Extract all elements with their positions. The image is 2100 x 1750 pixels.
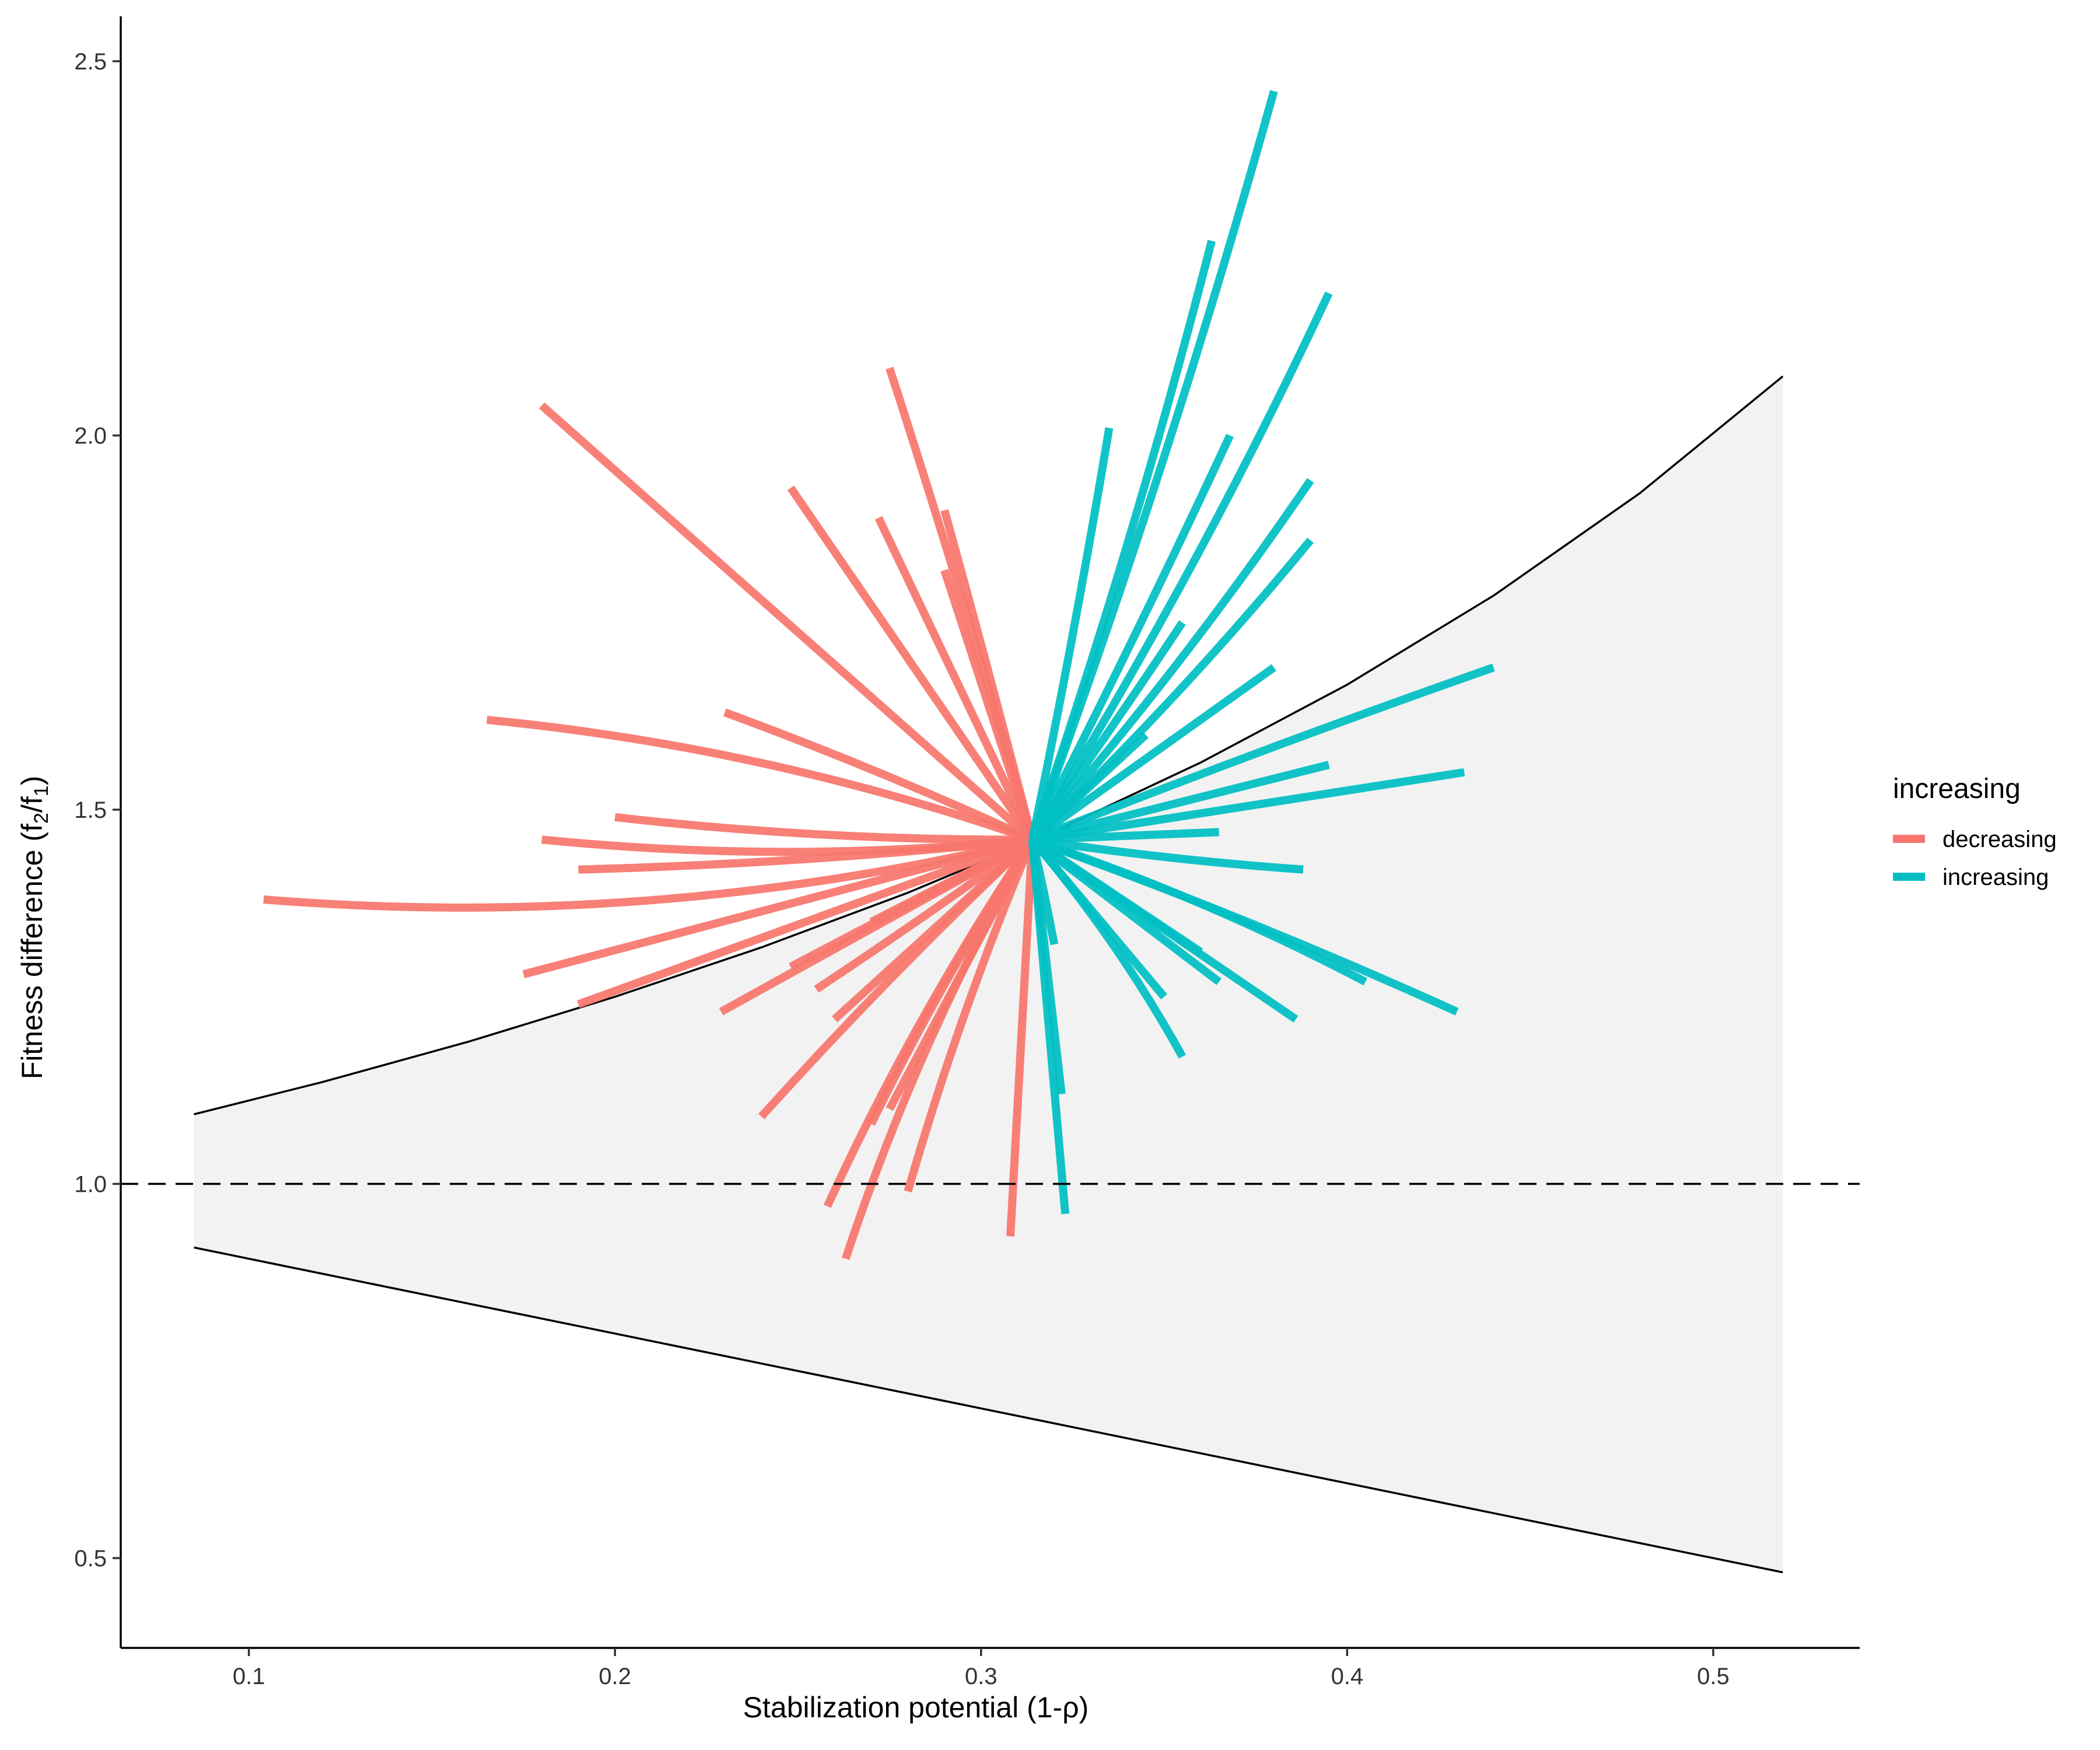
- increasing-trajectory-line: [1029, 836, 1167, 1000]
- increasing-trajectory-line: [1028, 838, 1059, 946]
- coexistence-fill: [194, 376, 1783, 1573]
- increasing-trajectory-line: [1028, 240, 1216, 841]
- decreasing-trajectory-line: [787, 485, 1036, 842]
- x-tick-label: 0.1: [233, 1664, 265, 1689]
- decreasing-trajectory-line: [874, 516, 1036, 842]
- decreasing-trajectory-line: [577, 835, 1034, 1009]
- x-tick-label: 0.2: [598, 1664, 631, 1689]
- legend: increasing decreasing increasing: [1893, 774, 2057, 890]
- decreasing-trajectory-line: [869, 836, 1034, 926]
- increasing-trajectory-line: [1028, 839, 1070, 1214]
- y-tick-label: 1.5: [74, 797, 107, 823]
- increasing-trajectory-line: [1032, 828, 1220, 844]
- increasing-trajectory-line: [1028, 427, 1114, 841]
- coexistence-region: [194, 375, 1784, 1574]
- increasing-trajectory-line: [1030, 664, 1276, 844]
- y-axis-title: Fitness difference (f2/f1): [16, 776, 52, 1079]
- increasing-trajectory-line: [1029, 478, 1314, 842]
- decreasing-trajectory-line: [723, 708, 1034, 844]
- y-axis-title-part: ): [16, 776, 48, 786]
- decreasing-trajectory-line: [263, 835, 1034, 912]
- decreasing-trajectory-line: [522, 835, 1034, 979]
- decreasing-trajectory-line: [940, 569, 1037, 841]
- legend-label-increasing: increasing: [1943, 864, 2049, 890]
- x-tick-label: 0.5: [1697, 1664, 1730, 1689]
- x-tick-label: 0.4: [1331, 1664, 1364, 1689]
- y-axis-title-part: 2: [30, 813, 52, 824]
- decreasing-trajectory-line: [823, 837, 1036, 1208]
- x-axis-title: Stabilization potential (1-ρ): [743, 1691, 1089, 1724]
- y-tick-label: 0.5: [74, 1546, 107, 1572]
- increasing-trajectory-line: [1028, 620, 1186, 842]
- increasing-trajectory-line: [1031, 663, 1495, 844]
- increasing-trajectory-line: [1028, 433, 1234, 842]
- y-tick-label: 2.5: [74, 49, 107, 75]
- decreasing-trajectory-line: [904, 838, 1037, 1193]
- decreasing-trajectory-line: [578, 835, 1033, 874]
- decreasing-trajectory-line: [486, 716, 1034, 844]
- y-tick-label: 1.0: [74, 1172, 107, 1198]
- x-tick-label: 0.3: [965, 1664, 998, 1689]
- increasing-trajectory-line: [1031, 835, 1459, 1016]
- lower-boundary-line: [194, 1246, 1783, 1574]
- trajectory-lines: [263, 90, 1495, 1261]
- axes: 0.5 1.0 1.5 2.0 2.5 0.1 0.2 0.3 0.4 0.5: [74, 16, 1860, 1689]
- legend-label-decreasing: decreasing: [1943, 827, 2057, 852]
- y-axis-title-part: /f: [16, 796, 48, 813]
- decreasing-trajectory-line: [614, 813, 1032, 844]
- decreasing-trajectory-line: [1006, 839, 1037, 1237]
- y-axis-title-part: Fitness difference (f: [16, 824, 48, 1079]
- increasing-trajectory-line: [1031, 835, 1304, 874]
- decreasing-trajectory-line: [539, 402, 1035, 843]
- decreasing-trajectory-line: [832, 836, 1035, 1023]
- y-axis-title-part: 1: [30, 785, 52, 796]
- decreasing-trajectory-line: [886, 838, 1036, 1111]
- increasing-trajectory-line: [1031, 768, 1465, 844]
- decreasing-trajectory-line: [814, 836, 1035, 993]
- increasing-trajectory-line: [1028, 291, 1333, 842]
- y-tick-label: 2.0: [74, 423, 107, 449]
- increasing-trajectory-line: [1030, 836, 1203, 956]
- legend-title: increasing: [1893, 774, 2021, 804]
